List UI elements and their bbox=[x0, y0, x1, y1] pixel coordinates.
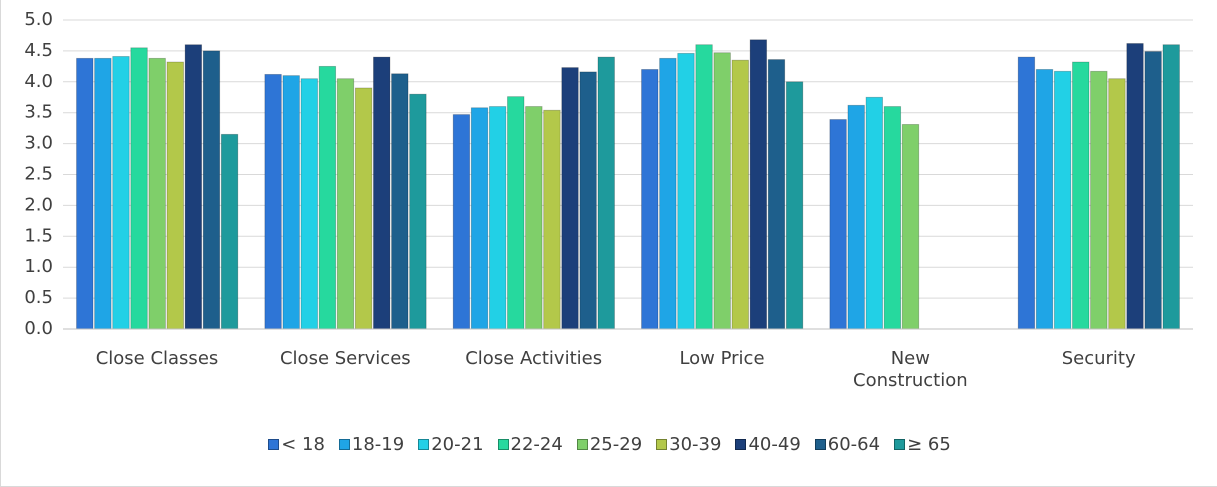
legend-label: 22-24 bbox=[510, 434, 563, 455]
y-tick-label: 4.0 bbox=[24, 71, 53, 92]
legend-swatch bbox=[268, 439, 280, 450]
bar bbox=[579, 71, 597, 330]
y-tick-label: 4.5 bbox=[24, 40, 53, 61]
bar bbox=[883, 106, 902, 330]
legend-item: 60-64 bbox=[814, 434, 881, 455]
bar bbox=[659, 57, 677, 330]
bar bbox=[847, 104, 865, 330]
legend-item: 22-24 bbox=[497, 434, 563, 455]
bar bbox=[470, 107, 489, 330]
legend-label: 25-29 bbox=[589, 434, 643, 455]
x-tick-label: Close Classes bbox=[95, 348, 219, 369]
bar bbox=[713, 52, 731, 330]
y-tick-label: 1.5 bbox=[24, 225, 53, 246]
legend-item: ≥ 65 bbox=[894, 434, 951, 455]
y-tick-label: 5.0 bbox=[24, 9, 53, 30]
y-tick-label: 0.5 bbox=[24, 287, 53, 308]
bar bbox=[507, 96, 525, 330]
legend-label: < 18 bbox=[281, 434, 325, 455]
bar bbox=[561, 67, 579, 330]
legend-swatch bbox=[735, 439, 747, 450]
bar bbox=[452, 114, 471, 330]
bar bbox=[901, 124, 920, 330]
y-tick-label: 2.5 bbox=[24, 164, 53, 185]
legend-item: 18-19 bbox=[338, 434, 405, 455]
bar bbox=[282, 75, 300, 330]
bar bbox=[220, 133, 239, 330]
bar bbox=[641, 69, 659, 330]
y-tick-label: 0.0 bbox=[24, 318, 53, 339]
legend-swatch bbox=[894, 439, 906, 450]
bar bbox=[264, 73, 282, 330]
y-tick-label: 3.5 bbox=[24, 102, 53, 123]
bar bbox=[488, 106, 507, 330]
bar bbox=[409, 93, 427, 330]
bar bbox=[677, 52, 695, 330]
y-tick-label: 2.0 bbox=[24, 194, 53, 215]
legend-item: 40-49 bbox=[735, 434, 801, 455]
legend-item: < 18 bbox=[268, 434, 325, 455]
legend-swatch bbox=[338, 439, 350, 450]
bar bbox=[166, 61, 184, 330]
bar bbox=[76, 57, 94, 330]
legend-label: ≥ 65 bbox=[907, 434, 951, 455]
bar bbox=[391, 73, 409, 330]
bar bbox=[202, 50, 221, 330]
bar bbox=[749, 39, 768, 330]
bar bbox=[1072, 61, 1090, 330]
y-tick-label: 1.0 bbox=[24, 256, 53, 277]
bar bbox=[112, 56, 130, 330]
bar bbox=[731, 59, 749, 330]
bar bbox=[695, 44, 713, 330]
bar bbox=[785, 81, 804, 330]
bar bbox=[543, 109, 561, 330]
bar bbox=[318, 65, 337, 330]
bar bbox=[865, 96, 883, 330]
bar bbox=[300, 78, 318, 330]
legend-swatch bbox=[497, 439, 509, 450]
bar bbox=[1017, 56, 1036, 330]
bar bbox=[1053, 70, 1072, 330]
y-tick-label: 3.0 bbox=[24, 133, 53, 154]
x-tick-label: Low Price bbox=[679, 348, 765, 369]
bar bbox=[94, 57, 112, 330]
bar bbox=[1162, 44, 1180, 330]
legend-item: 25-29 bbox=[576, 434, 643, 455]
bar bbox=[1126, 43, 1144, 330]
legend: < 18 18-19 20-21 22-24 25-29 30-39 40-49 60-64 ≥… bbox=[1, 434, 1217, 455]
legend-label: 18-19 bbox=[351, 434, 405, 455]
bar bbox=[829, 119, 847, 330]
bar bbox=[525, 106, 543, 330]
legend-item: 30-39 bbox=[656, 434, 721, 455]
legend-swatch bbox=[418, 439, 430, 450]
legend-label: 30-39 bbox=[669, 434, 722, 455]
x-tick-label: Close Activities bbox=[465, 348, 603, 369]
bar bbox=[130, 47, 148, 330]
legend-label: 20-21 bbox=[431, 434, 484, 455]
bar bbox=[1144, 51, 1162, 330]
legend-item: 20-21 bbox=[418, 434, 484, 455]
bar bbox=[148, 57, 166, 330]
bar bbox=[354, 87, 373, 330]
bar bbox=[1090, 70, 1108, 330]
bar bbox=[184, 44, 203, 330]
x-tick-label: Security bbox=[1061, 348, 1136, 369]
bar bbox=[373, 56, 391, 330]
legend-swatch bbox=[576, 439, 588, 450]
legend-swatch bbox=[656, 439, 668, 450]
bar bbox=[767, 59, 786, 330]
bar bbox=[597, 56, 615, 330]
legend-label: 40-49 bbox=[748, 434, 801, 455]
bar bbox=[336, 78, 355, 330]
legend-swatch bbox=[814, 439, 826, 450]
legend-label: 60-64 bbox=[827, 434, 881, 455]
x-tick-label: New Construction bbox=[853, 348, 968, 391]
bar bbox=[1108, 78, 1126, 330]
bar bbox=[1035, 69, 1054, 330]
x-tick-label: Close Services bbox=[279, 348, 411, 369]
